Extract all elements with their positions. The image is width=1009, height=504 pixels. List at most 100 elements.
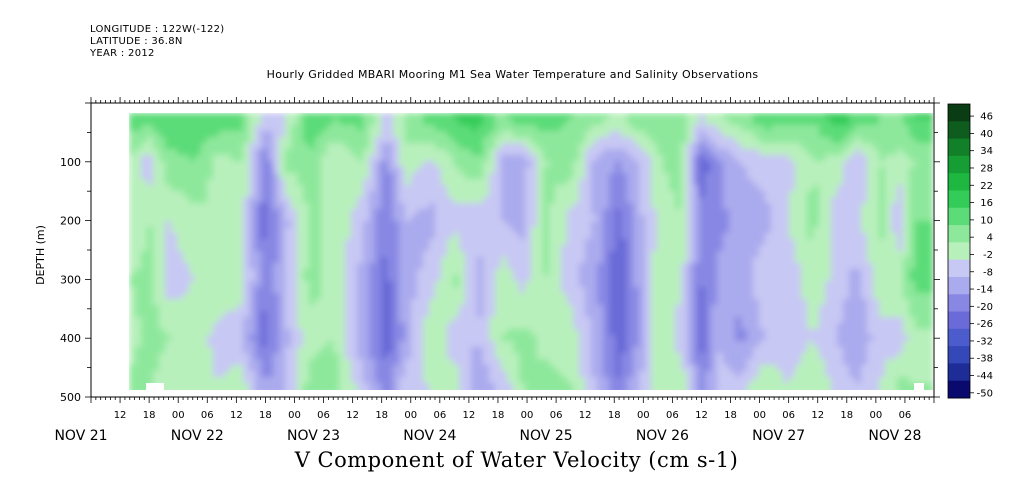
heatmap-cell <box>699 353 706 360</box>
heatmap-cell <box>483 185 490 192</box>
heatmap-cell <box>555 185 562 192</box>
heatmap-cell <box>657 203 664 210</box>
heatmap-cell <box>231 239 238 246</box>
heatmap-cell <box>723 257 730 264</box>
heatmap-cell <box>723 329 730 336</box>
heatmap-cell <box>537 341 544 348</box>
heatmap-cell <box>759 191 766 198</box>
heatmap-cell <box>561 317 568 324</box>
heatmap-cell <box>555 275 562 282</box>
heatmap-cell <box>351 119 358 126</box>
heatmap-cell <box>561 389 568 390</box>
heatmap-cell <box>711 161 718 168</box>
heatmap-cell <box>393 311 400 318</box>
heatmap-cell <box>759 161 766 168</box>
heatmap-cell <box>693 377 700 384</box>
heatmap-cell <box>561 335 568 342</box>
heatmap-cell <box>549 299 556 306</box>
heatmap-cell <box>333 353 340 360</box>
heatmap-cell <box>261 287 268 294</box>
heatmap-cell <box>345 167 352 174</box>
heatmap-cell <box>333 143 340 150</box>
heatmap-cell <box>609 137 616 144</box>
heatmap-cell <box>267 149 274 156</box>
heatmap-cell <box>345 191 352 198</box>
heatmap-cell <box>537 245 544 252</box>
heatmap-cell <box>537 323 544 330</box>
heatmap-cell <box>201 365 208 372</box>
heatmap-cell <box>435 341 442 348</box>
heatmap-cell <box>141 287 148 294</box>
heatmap-cell <box>471 233 478 240</box>
heatmap-cell <box>495 323 502 330</box>
heatmap-cell <box>261 149 268 156</box>
heatmap-cell <box>741 383 748 390</box>
heatmap-cell <box>237 389 244 390</box>
heatmap-cell <box>657 317 664 324</box>
heatmap-cell <box>429 191 436 198</box>
heatmap-cell <box>657 233 664 240</box>
heatmap-cell <box>345 281 352 288</box>
heatmap-cell <box>615 233 622 240</box>
heatmap-cell <box>345 359 352 366</box>
heatmap-cell <box>513 251 520 258</box>
heatmap-cell <box>663 311 670 318</box>
heatmap-cell <box>609 299 616 306</box>
heatmap-cell <box>507 227 514 234</box>
heatmap-cell <box>465 215 472 222</box>
heatmap-cell <box>747 125 754 132</box>
heatmap-cell <box>663 389 670 390</box>
heatmap-cell <box>309 251 316 258</box>
heatmap-cell <box>255 311 262 318</box>
heatmap-cell <box>675 293 682 300</box>
heatmap-cell <box>597 293 604 300</box>
heatmap-cell <box>321 227 328 234</box>
heatmap-cell <box>543 335 550 342</box>
plot-title: Hourly Gridded MBARI Mooring M1 Sea Wate… <box>266 68 759 81</box>
heatmap-cell <box>717 137 724 144</box>
heatmap-cell <box>411 383 418 390</box>
heatmap-cell <box>351 305 358 312</box>
heatmap-cell <box>597 383 604 390</box>
heatmap-cell <box>477 323 484 330</box>
heatmap-cell <box>381 305 388 312</box>
heatmap-cell <box>243 365 250 372</box>
heatmap-cell <box>393 245 400 252</box>
heatmap-cell <box>147 227 154 234</box>
heatmap-cell <box>273 245 280 252</box>
heatmap-cell <box>135 131 142 138</box>
heatmap-cell <box>387 377 394 384</box>
heatmap-cell <box>201 203 208 210</box>
heatmap-cell <box>213 215 220 222</box>
heatmap-cell <box>597 185 604 192</box>
heatmap-cell <box>351 353 358 360</box>
heatmap-cell <box>561 239 568 246</box>
heatmap-cell <box>285 143 292 150</box>
heatmap-cell <box>591 185 598 192</box>
heatmap-cell <box>291 299 298 306</box>
heatmap-cell <box>237 377 244 384</box>
heatmap-cell <box>615 221 622 228</box>
heatmap-cell <box>429 143 436 150</box>
heatmap-cell <box>717 359 724 366</box>
heatmap-cell <box>147 359 154 366</box>
heatmap-cell <box>585 167 592 174</box>
heatmap-cell <box>489 215 496 222</box>
heatmap-cell <box>591 149 598 156</box>
heatmap-cell <box>531 263 538 270</box>
heatmap-cell <box>753 161 760 168</box>
heatmap-cell <box>141 209 148 216</box>
heatmap-cell <box>339 335 346 342</box>
heatmap-cell <box>405 131 412 138</box>
heatmap-cell <box>759 173 766 180</box>
heatmap-cell <box>699 341 706 348</box>
heatmap-cell <box>753 329 760 336</box>
heatmap-cell <box>585 389 592 390</box>
heatmap-cell <box>489 203 496 210</box>
heatmap-cell <box>477 269 484 276</box>
heatmap-cell <box>411 119 418 126</box>
heatmap-cell <box>297 311 304 318</box>
heatmap-cell <box>339 221 346 228</box>
heatmap-cell <box>477 353 484 360</box>
heatmap-cell <box>351 359 358 366</box>
